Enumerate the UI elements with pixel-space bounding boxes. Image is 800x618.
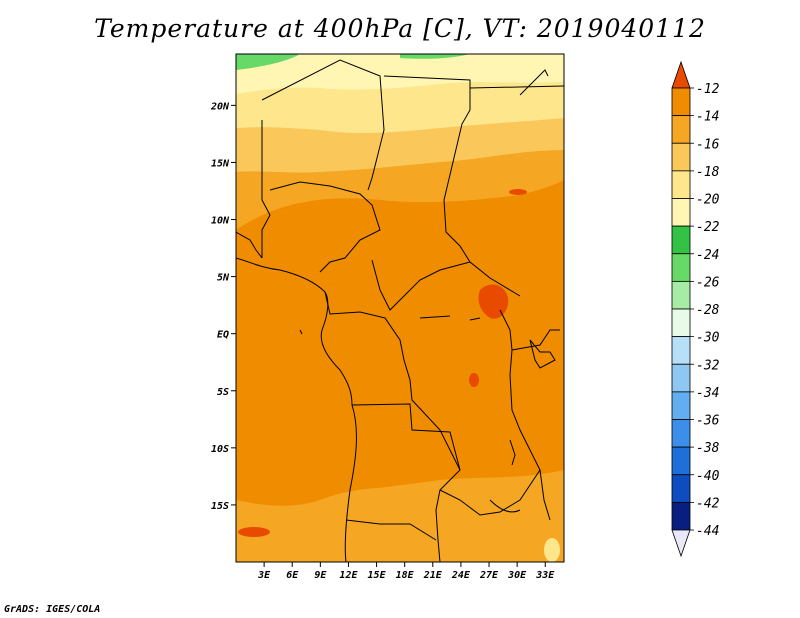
colorbar-label: -12 — [696, 82, 720, 97]
colorbar-swatch — [671, 391, 691, 420]
map-plot: 20N 15N 10N 5N EQ 5S 10S 15S 3E 6E 9E 12E 15E 18E 21E… — [210, 53, 720, 581]
lat-tick-label: EQ — [217, 330, 229, 341]
colorbar-swatch — [671, 253, 691, 282]
lat-tick-label: 10N — [211, 216, 230, 227]
colorbar-swatch — [671, 115, 691, 144]
lon-tick-label: 9E — [314, 570, 327, 581]
colorbar-label: -20 — [696, 193, 720, 208]
colorbar-swatch — [671, 142, 691, 172]
lat-tick-label: 10S — [211, 444, 229, 455]
colorbar-label: -28 — [696, 303, 720, 318]
colorbar-label: -36 — [696, 414, 720, 429]
colorbar: -12 -14 -16 -18 -20 -22 -24 -26 -28 -30 -32 -34 -36 -… — [671, 60, 720, 558]
colorbar-swatch — [671, 198, 691, 227]
colorbar-bottom-triangle — [671, 529, 691, 558]
colorbar-swatch — [671, 501, 691, 531]
colorbar-swatch — [671, 446, 691, 476]
colorbar-swatch — [671, 474, 691, 503]
colorbar-swatch — [671, 280, 691, 310]
lat-tick-label: 20N — [210, 101, 230, 112]
lon-tick-label: 6E — [286, 570, 299, 581]
temperature-field — [236, 54, 564, 562]
colorbar-swatch — [671, 419, 691, 448]
lon-tick-label: 27E — [479, 570, 499, 581]
lat-tick-label: 15N — [211, 158, 230, 169]
colorbar-top-triangle — [671, 60, 691, 89]
colorbar-label: -38 — [696, 441, 720, 456]
page-title: Temperature at 400hPa [C], VT: 201904011… — [94, 14, 706, 43]
colorbar-swatch — [671, 336, 691, 365]
colorbar-label: -22 — [696, 220, 720, 235]
lon-tick-label: 21E — [423, 570, 443, 581]
colorbar-swatch — [671, 170, 691, 199]
lon-tick-label: 3E — [257, 570, 271, 581]
lat-tick-label: 15S — [211, 501, 229, 512]
country-borders — [236, 59, 564, 562]
colorbar-label: -40 — [696, 469, 720, 484]
colorbar-label: -24 — [696, 248, 719, 263]
lat-tick-label: 5S — [217, 387, 229, 398]
colorbar-swatch — [671, 363, 691, 393]
lon-tick-label: 33E — [535, 570, 555, 581]
lon-tick-label: 12E — [339, 570, 358, 581]
colorbar-label: -30 — [696, 331, 720, 346]
lon-tick-label: 30E — [507, 570, 527, 581]
lat-tick-label: 5N — [217, 273, 230, 284]
colorbar-label: -32 — [696, 358, 720, 373]
lon-tick-label: 18E — [396, 570, 415, 581]
lon-tick-label: 24E — [451, 570, 471, 581]
colorbar-swatch — [671, 225, 691, 255]
colorbar-label: -44 — [696, 524, 719, 539]
map-frame — [235, 53, 565, 563]
colorbar-label: -42 — [696, 496, 720, 511]
colorbar-label: -14 — [696, 110, 719, 125]
footer-credit: GrADS: IGES/COLA — [4, 604, 101, 615]
colorbar-label: -26 — [696, 275, 720, 290]
lon-tick-label: 15E — [368, 570, 387, 581]
latitude-axis: 20N 15N 10N 5N EQ 5S 10S 15S — [210, 101, 236, 512]
colorbar-label: -16 — [696, 137, 720, 152]
colorbar-swatch — [671, 308, 691, 338]
colorbar-label: -34 — [696, 386, 719, 401]
colorbar-swatch — [671, 87, 691, 117]
longitude-axis: 3E 6E 9E 12E 15E 18E 21E 24E 27E 30E 33E — [257, 562, 555, 581]
colorbar-label: -18 — [696, 165, 720, 180]
